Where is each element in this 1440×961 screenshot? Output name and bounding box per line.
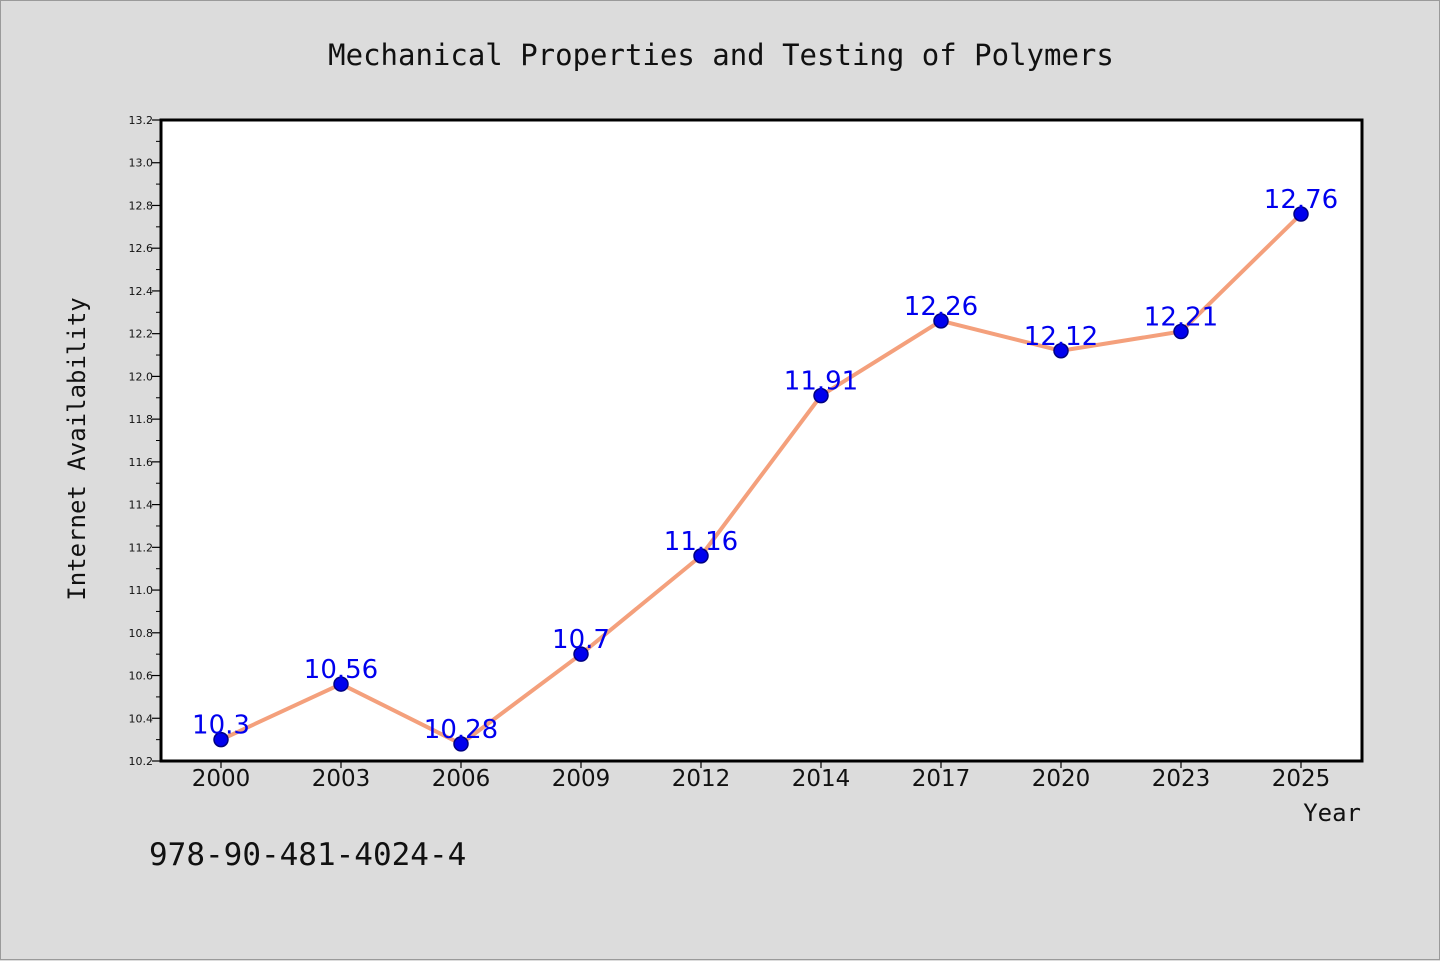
x-tick-label: 2000 bbox=[192, 766, 251, 792]
x-tick-label: 2003 bbox=[312, 766, 371, 792]
data-label: 12.76 bbox=[1264, 185, 1338, 215]
isbn-text: 978-90-481-4024-4 bbox=[149, 837, 466, 873]
y-tick-label: 12.6 bbox=[129, 242, 154, 255]
data-point bbox=[333, 676, 349, 692]
data-point bbox=[573, 646, 589, 662]
chart-title: Mechanical Properties and Testing of Pol… bbox=[328, 38, 1114, 72]
data-point bbox=[1173, 323, 1189, 340]
y-tick-label: 12.8 bbox=[129, 199, 154, 212]
data-label: 12.21 bbox=[1144, 303, 1218, 333]
data-label: 10.56 bbox=[304, 655, 378, 685]
data-point bbox=[453, 736, 469, 752]
y-tick-label: 11.4 bbox=[129, 499, 154, 512]
data-label: 12.26 bbox=[904, 292, 978, 322]
series-layer: 10.3 10.56 10.28 10.7 11.16 11.91 12.26 12.12 12… bbox=[192, 185, 1338, 752]
y-tick-label: 13.2 bbox=[129, 114, 154, 127]
data-point bbox=[693, 548, 709, 564]
data-point bbox=[1293, 206, 1309, 222]
y-tick-label: 12.4 bbox=[129, 285, 154, 298]
y-tick-label: 12.0 bbox=[129, 370, 154, 383]
series-line bbox=[219, 212, 1303, 746]
x-tick-label: 2012 bbox=[672, 766, 731, 792]
x-tick-label: 2014 bbox=[792, 766, 851, 792]
data-point bbox=[213, 731, 229, 748]
y-tick-label: 10.6 bbox=[129, 670, 154, 683]
y-tick-label: 10.4 bbox=[129, 712, 154, 725]
x-tick-label: 2006 bbox=[432, 766, 491, 792]
y-tick-label: 11.0 bbox=[129, 584, 154, 597]
x-tick-label: 2023 bbox=[1152, 766, 1211, 792]
data-label: 11.91 bbox=[784, 367, 858, 397]
x-tick-label: 2017 bbox=[912, 766, 971, 792]
y-tick-label: 10.8 bbox=[129, 627, 154, 640]
data-label: 11.16 bbox=[664, 527, 738, 557]
data-point bbox=[813, 387, 829, 404]
plot-area bbox=[159, 118, 1364, 763]
x-tick-label: 2020 bbox=[1032, 766, 1091, 792]
y-tick-label: 11.2 bbox=[129, 541, 154, 554]
x-axis: 2000 2003 2006 2009 2012 2014 2017 2020 2023 2025 bbox=[192, 761, 1331, 792]
data-label: 10.7 bbox=[552, 625, 610, 655]
data-label: 10.3 bbox=[192, 711, 250, 741]
y-tick-label: 10.2 bbox=[129, 755, 154, 768]
y-tick-label: 12.2 bbox=[129, 328, 154, 341]
data-label: 10.28 bbox=[424, 715, 498, 745]
data-point bbox=[1053, 343, 1069, 359]
y-tick-label: 11.6 bbox=[129, 456, 154, 469]
data-label: 12.12 bbox=[1024, 322, 1098, 352]
y-axis: 10.2 10.4 10.6 10.8 11.0 11.2 11.4 11.6 11.8 12.0… bbox=[129, 114, 161, 768]
y-tick-label: 13.0 bbox=[129, 157, 154, 170]
x-axis-label: Year bbox=[1303, 799, 1361, 827]
x-tick-label: 2025 bbox=[1272, 766, 1331, 792]
y-tick-label: 11.8 bbox=[129, 413, 154, 426]
data-point bbox=[933, 313, 949, 329]
x-tick-label: 2009 bbox=[552, 766, 611, 792]
y-axis-label: Internet Availability bbox=[63, 297, 91, 600]
